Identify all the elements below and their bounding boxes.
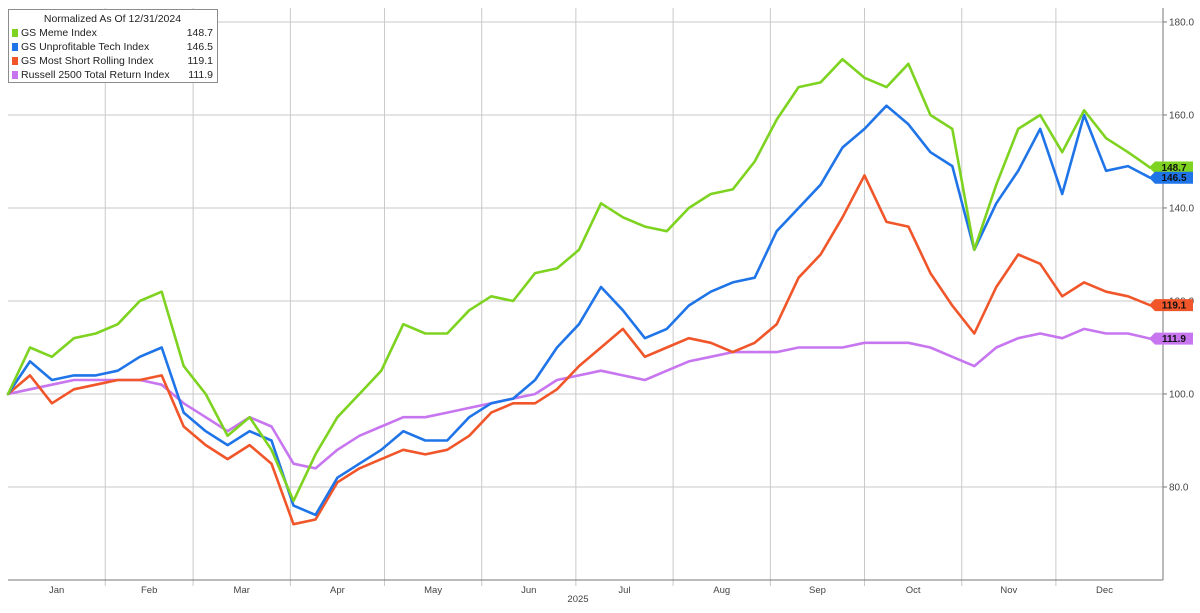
x-tick-label: Dec	[1096, 585, 1113, 596]
end-value-tag	[1149, 161, 1193, 174]
x-tick-label: Aug	[713, 585, 730, 596]
series-lines	[6, 57, 1152, 526]
legend-entry-meme: GS Meme Index 148.7	[12, 26, 213, 40]
legend-series-value: 148.7	[186, 27, 213, 39]
x-tick-label: Mar	[234, 585, 250, 596]
series-line	[6, 104, 1152, 517]
series-line	[6, 174, 1152, 526]
legend-swatch	[12, 71, 18, 79]
axes	[8, 8, 1164, 581]
legend: Normalized As Of 12/31/2024 GS Meme Inde…	[8, 9, 218, 83]
x-tick-label: Jan	[49, 585, 64, 596]
series-line	[6, 327, 1152, 470]
end-value-tag	[1149, 299, 1193, 312]
legend-title: Normalized As Of 12/31/2024	[43, 13, 182, 25]
legend-series-name: GS Most Short Rolling Index	[21, 55, 154, 67]
series-line	[6, 57, 1152, 503]
y-tick-label: 80.0	[1169, 482, 1189, 493]
legend-swatch	[12, 29, 18, 37]
x-tick-labels: Jan Feb Mar Apr May Jun Jul Aug Sep Oct Nov Dec	[49, 585, 1113, 596]
y-tick-label: 180.0	[1169, 17, 1194, 28]
x-tick-label: May	[424, 585, 442, 596]
y-tick-label: 140.0	[1169, 203, 1194, 214]
legend-swatch	[12, 57, 18, 65]
y-tick-label: 160.0	[1169, 110, 1194, 121]
legend-entry-unprofitable-tech: GS Unprofitable Tech Index 146.5	[12, 40, 213, 54]
x-tick-label: Sep	[809, 585, 826, 596]
end-value-tag	[1149, 171, 1193, 184]
legend-series-name: GS Unprofitable Tech Index	[21, 41, 150, 53]
x-tick-label: Nov	[1000, 585, 1017, 596]
end-value-tag-label: 146.5	[1161, 173, 1186, 184]
x-tick-label: Jun	[521, 585, 536, 596]
end-value-tag	[1149, 332, 1193, 345]
legend-entry-most-short: GS Most Short Rolling Index 119.1	[12, 54, 213, 68]
legend-series-value: 111.9	[188, 69, 213, 81]
end-value-tag-label: 111.9	[1162, 334, 1186, 345]
end-value-tag-label: 119.1	[1162, 301, 1187, 312]
x-tick-label: Feb	[141, 585, 157, 596]
legend-series-name: GS Meme Index	[21, 27, 97, 39]
legend-series-name: Russell 2500 Total Return Index	[21, 69, 170, 81]
legend-swatch	[12, 43, 18, 51]
legend-series-value: 119.1	[187, 55, 214, 67]
grid	[8, 8, 1167, 586]
x-tick-label: Oct	[906, 585, 921, 596]
x-tick-label: Apr	[330, 585, 345, 596]
end-value-tag-label: 148.7	[1161, 163, 1186, 174]
legend-entry-russell-2500: Russell 2500 Total Return Index 111.9	[12, 68, 213, 82]
legend-series-value: 146.5	[186, 41, 213, 53]
y-tick-label: 100.0	[1169, 389, 1194, 400]
x-tick-label: Jul	[618, 585, 630, 596]
x-axis-year-label: 2025	[567, 594, 588, 605]
